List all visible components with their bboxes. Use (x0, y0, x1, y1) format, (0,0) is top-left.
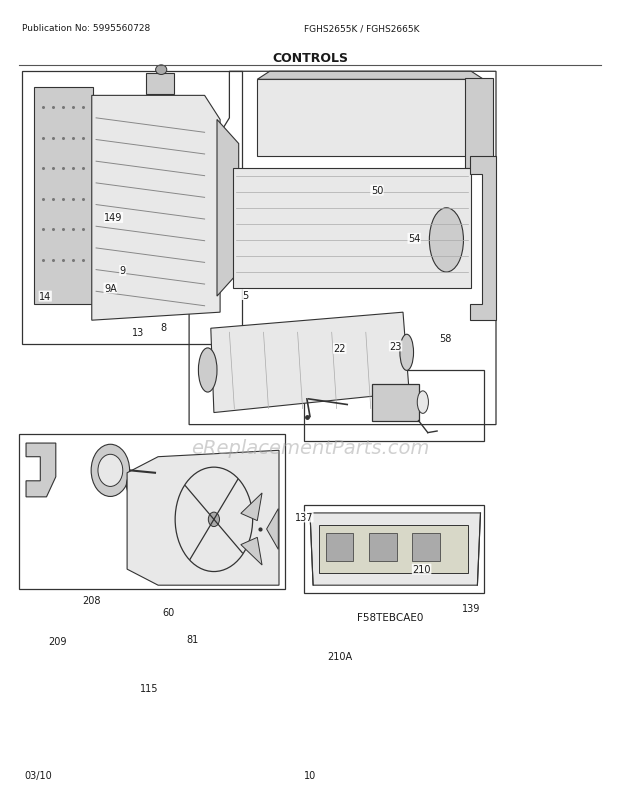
Text: 10: 10 (304, 770, 316, 780)
Polygon shape (211, 313, 409, 413)
Ellipse shape (198, 348, 217, 393)
Bar (412, 533, 440, 561)
Text: F58TEBCAE0: F58TEBCAE0 (357, 612, 424, 622)
Polygon shape (92, 96, 220, 321)
Text: 149: 149 (104, 213, 123, 223)
Ellipse shape (91, 444, 130, 497)
Polygon shape (26, 444, 56, 497)
Polygon shape (470, 157, 496, 321)
Bar (372, 385, 419, 421)
Bar (369, 533, 397, 561)
Ellipse shape (400, 335, 414, 371)
Bar (19, 435, 285, 589)
Polygon shape (465, 79, 493, 168)
Ellipse shape (145, 466, 162, 488)
Ellipse shape (208, 512, 219, 527)
Text: 50: 50 (371, 186, 383, 196)
Bar (304, 505, 484, 593)
Text: eReplacementParts.com: eReplacementParts.com (191, 438, 429, 457)
Polygon shape (34, 88, 93, 305)
Text: 210: 210 (412, 565, 431, 574)
Text: 9A: 9A (104, 284, 117, 294)
Text: CONTROLS: CONTROLS (272, 52, 348, 65)
Text: Publication No: 5995560728: Publication No: 5995560728 (22, 24, 150, 33)
Ellipse shape (429, 209, 464, 273)
Polygon shape (241, 537, 262, 565)
Polygon shape (257, 80, 484, 156)
Text: 54: 54 (408, 234, 420, 244)
Text: 58: 58 (439, 334, 451, 343)
Ellipse shape (417, 391, 428, 414)
Ellipse shape (126, 472, 146, 498)
Text: 209: 209 (48, 637, 66, 646)
Text: 81: 81 (186, 634, 198, 644)
Text: 210A: 210A (327, 651, 352, 661)
Text: 8: 8 (160, 322, 166, 332)
Polygon shape (310, 513, 480, 585)
Text: 60: 60 (162, 608, 175, 618)
Text: 22: 22 (334, 344, 346, 354)
Text: 13: 13 (131, 328, 144, 338)
Bar (304, 371, 484, 441)
Polygon shape (241, 493, 262, 521)
Text: 9: 9 (120, 266, 126, 276)
Text: 5: 5 (242, 290, 248, 300)
Bar (22, 72, 242, 345)
Text: 137: 137 (294, 512, 313, 522)
Ellipse shape (161, 464, 174, 482)
Polygon shape (257, 72, 484, 80)
Polygon shape (232, 168, 471, 289)
Text: 208: 208 (82, 595, 101, 605)
Polygon shape (127, 451, 279, 585)
Text: FGHS2655K / FGHS2665K: FGHS2655K / FGHS2665K (304, 24, 419, 33)
Ellipse shape (156, 66, 167, 75)
Text: 14: 14 (39, 292, 51, 302)
Text: 115: 115 (140, 683, 158, 693)
Polygon shape (146, 74, 174, 95)
Text: 139: 139 (462, 603, 480, 613)
Bar (326, 533, 353, 561)
Bar (319, 525, 468, 573)
Polygon shape (267, 509, 278, 549)
Text: 03/10: 03/10 (25, 770, 53, 780)
Text: 23: 23 (389, 342, 402, 351)
Ellipse shape (98, 455, 123, 487)
Polygon shape (217, 120, 239, 297)
